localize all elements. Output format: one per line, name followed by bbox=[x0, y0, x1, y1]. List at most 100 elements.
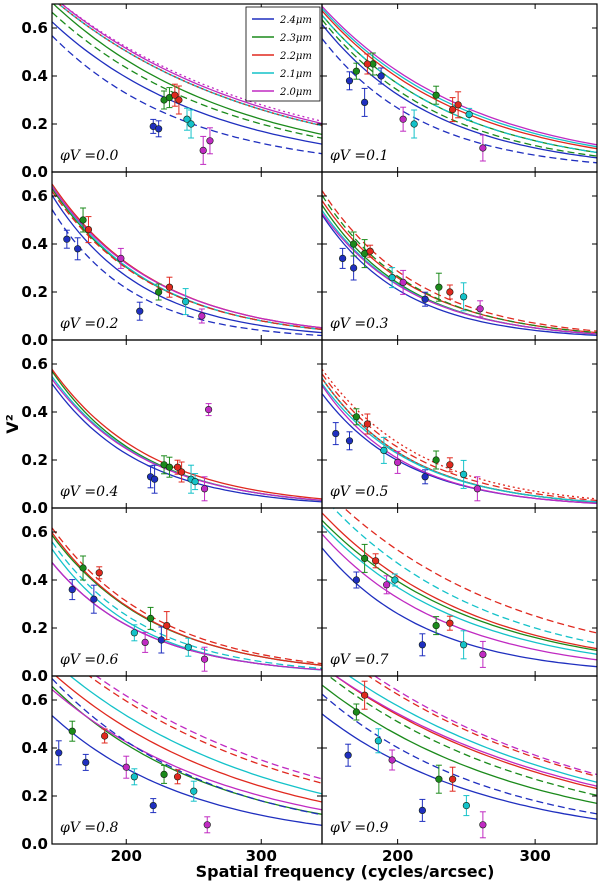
data-point bbox=[421, 295, 429, 303]
data-point bbox=[165, 463, 174, 471]
data-point bbox=[345, 77, 354, 85]
data-point bbox=[363, 60, 371, 68]
data-point bbox=[63, 235, 71, 243]
phase-label: φV =0.5 bbox=[330, 484, 388, 500]
phase-label: φV =0.9 bbox=[330, 820, 388, 836]
data-point bbox=[101, 732, 109, 740]
data-point bbox=[190, 787, 198, 795]
data-point bbox=[206, 137, 214, 145]
x-tick-label: 300 bbox=[519, 847, 550, 865]
data-point bbox=[117, 254, 125, 262]
model-curve-b22-dashed bbox=[343, 508, 597, 634]
observations bbox=[339, 231, 484, 318]
data-point bbox=[432, 456, 440, 464]
panel-7: φV =0.7 bbox=[321, 507, 598, 677]
x-tick-label: 200 bbox=[111, 847, 142, 865]
panel-2: 0.0 0.2 0.4 0.6 φV =0.2 bbox=[21, 171, 323, 349]
data-point bbox=[151, 475, 159, 483]
model-curve-b23-dashed bbox=[322, 19, 597, 157]
data-point bbox=[187, 120, 195, 128]
panel-frame bbox=[51, 507, 323, 677]
model-curve-b23-solid bbox=[322, 204, 597, 335]
model-curve-b24-solid bbox=[322, 23, 597, 159]
data-point bbox=[79, 216, 87, 224]
model-curve-b22-solid bbox=[52, 368, 322, 500]
data-point bbox=[421, 473, 429, 481]
data-point bbox=[352, 413, 360, 421]
model-curve-b21-solid bbox=[322, 524, 597, 655]
data-point bbox=[203, 821, 211, 829]
model-curve-b20-solid bbox=[60, 4, 322, 125]
panel-9: 200 300 φV =0.9 bbox=[321, 675, 598, 865]
observations bbox=[68, 555, 209, 672]
y-tick-label: 0.0 bbox=[21, 331, 48, 349]
observations bbox=[146, 403, 213, 502]
phase-label: φV =0.6 bbox=[60, 652, 118, 668]
data-point bbox=[374, 737, 382, 745]
data-point bbox=[383, 581, 391, 589]
legend-label-b21: 2.1μm bbox=[279, 69, 312, 80]
y-tick-label: 0.2 bbox=[21, 619, 48, 637]
model-curves bbox=[322, 508, 597, 668]
panel-grid: 0.0 0.2 0.4 0.6 φV =0.0 φV =0.1 0.0 0.2 0.4 0.6 φV… bbox=[21, 3, 598, 865]
model-curves bbox=[322, 5, 597, 164]
y-tick-label: 0.4 bbox=[21, 403, 48, 421]
data-point bbox=[130, 629, 138, 637]
data-point bbox=[465, 110, 473, 118]
model-curve-b21-dashed bbox=[52, 541, 322, 670]
x-tick-label: 200 bbox=[382, 847, 413, 865]
legend-label-b24: 2.4μm bbox=[279, 15, 312, 26]
x-tick-label: 300 bbox=[246, 847, 277, 865]
observations bbox=[63, 207, 206, 324]
observations bbox=[352, 543, 487, 668]
observations bbox=[345, 52, 487, 162]
panel-5: φV =0.5 bbox=[321, 339, 598, 509]
observations bbox=[55, 720, 211, 834]
model-curve-b23-solid bbox=[322, 684, 597, 805]
model-curve-b24-solid bbox=[322, 214, 597, 337]
data-point bbox=[175, 96, 183, 104]
panel-8: 0.0 0.2 0.4 0.6 200 300 φV =0.8 bbox=[21, 675, 323, 865]
model-curve-b22-dashed bbox=[322, 190, 597, 332]
data-point bbox=[141, 638, 149, 647]
model-curve-b21-dashed bbox=[332, 508, 597, 644]
model-curve-b23-solid bbox=[322, 14, 597, 154]
data-point bbox=[74, 245, 82, 253]
data-point bbox=[68, 727, 76, 735]
model-curve-b20-solid bbox=[52, 689, 322, 811]
model-curve-b23-solid bbox=[322, 519, 597, 652]
phase-label: φV =0.8 bbox=[60, 820, 118, 836]
data-point bbox=[399, 278, 407, 287]
model-curve-b22-dashed bbox=[52, 190, 322, 331]
data-point bbox=[90, 595, 98, 603]
data-point bbox=[462, 801, 470, 810]
data-point bbox=[173, 463, 182, 471]
panel-frame bbox=[321, 339, 598, 509]
data-point bbox=[446, 288, 454, 296]
data-point bbox=[205, 406, 213, 414]
data-point bbox=[163, 621, 171, 630]
model-curve-b23-dashed bbox=[52, 11, 322, 139]
model-curve-b23-dashed bbox=[327, 676, 597, 796]
model-curve-b23-solid bbox=[52, 4, 322, 136]
model-curve-b24-dashed bbox=[52, 209, 322, 337]
data-point bbox=[68, 585, 76, 594]
data-point bbox=[380, 446, 388, 455]
data-point bbox=[146, 614, 155, 623]
data-point bbox=[157, 636, 165, 644]
data-point bbox=[130, 773, 138, 781]
data-point bbox=[418, 806, 426, 815]
data-point bbox=[352, 576, 360, 584]
model-curve-b24-solid bbox=[52, 715, 322, 826]
model-curve-b24-dashed bbox=[52, 35, 322, 155]
data-point bbox=[372, 557, 380, 565]
model-curve-b20-solid bbox=[322, 212, 597, 335]
y-tick-label: 0.6 bbox=[21, 355, 48, 373]
model-curve-b20-solid bbox=[322, 533, 597, 661]
y-tick-label: 0.4 bbox=[21, 235, 48, 253]
model-curve-b24-solid bbox=[52, 21, 322, 145]
data-point bbox=[95, 569, 103, 577]
panel-6: 0.0 0.2 0.4 0.6 φV =0.6 bbox=[21, 507, 323, 685]
model-curves bbox=[52, 183, 322, 337]
observations bbox=[332, 408, 481, 502]
